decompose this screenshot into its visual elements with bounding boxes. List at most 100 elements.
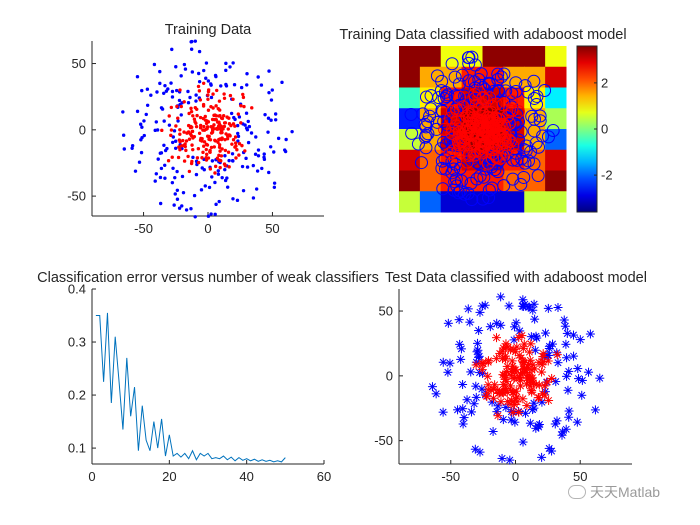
training-point [192, 193, 197, 198]
training-point [174, 88, 179, 93]
training-point [169, 81, 173, 85]
test-point [561, 424, 571, 434]
test-point [465, 317, 475, 327]
test-point [506, 395, 516, 405]
training-point [217, 143, 222, 147]
training-point [193, 120, 197, 124]
training-point [180, 204, 184, 208]
classified-point [502, 103, 516, 117]
classified-point [497, 67, 511, 81]
training-point [175, 188, 180, 192]
classified-point [484, 105, 498, 119]
training-point [229, 111, 234, 116]
test-point [530, 314, 540, 324]
training-point [263, 112, 267, 117]
training-point [255, 169, 260, 173]
classified-point [421, 127, 435, 141]
training-point [217, 153, 221, 158]
training-point [280, 80, 284, 85]
training-point [202, 124, 206, 129]
error-y-tick-label: 0.2 [68, 388, 86, 403]
training-point [267, 90, 271, 95]
training-point [249, 131, 254, 135]
training-point [163, 148, 168, 153]
training-point [166, 87, 170, 91]
test-point [525, 370, 535, 380]
classified-point [434, 84, 448, 98]
training-point [290, 129, 294, 134]
training-point [191, 155, 195, 160]
training-point [197, 49, 202, 54]
test-point [507, 356, 517, 366]
training-point [142, 133, 146, 138]
heatmap-cell [503, 170, 525, 192]
training-point [233, 135, 238, 139]
training-point [172, 203, 176, 207]
training-point [208, 167, 213, 171]
training-point [213, 73, 218, 78]
heatmap-cell [399, 46, 421, 68]
test-point [506, 415, 516, 425]
test-point [471, 392, 481, 402]
test-point [427, 382, 437, 392]
training-point [272, 181, 277, 185]
training-point [189, 207, 193, 211]
classified-point [438, 152, 452, 166]
training-point [177, 145, 181, 149]
heatmap-cell [399, 66, 421, 88]
test-point [488, 427, 498, 437]
training-point [226, 127, 230, 131]
test-point [577, 390, 587, 400]
training-point [230, 142, 234, 146]
classified-point [531, 140, 545, 154]
training-point [173, 192, 177, 196]
training-point [247, 124, 252, 129]
training-point [195, 107, 199, 112]
training-point [226, 150, 231, 154]
training-point [182, 130, 186, 134]
classified-point [487, 143, 501, 157]
training-point [210, 175, 214, 179]
training-point [156, 157, 160, 161]
training-point [179, 144, 184, 148]
training-point [158, 81, 162, 86]
training-point [190, 70, 195, 74]
training-point [194, 99, 198, 103]
classified-point [448, 70, 462, 84]
training-point [204, 61, 209, 65]
classified-point [538, 84, 552, 98]
heatmap-cell [524, 66, 546, 88]
classified-point [518, 156, 532, 170]
training-point [217, 122, 222, 126]
training-point [154, 172, 159, 176]
training-point [204, 147, 208, 152]
training-point [267, 170, 271, 175]
training-point [234, 156, 238, 160]
classified-point [441, 118, 455, 132]
classified-point [501, 142, 515, 156]
training-point [121, 133, 126, 137]
training-point [209, 83, 213, 87]
heatmap-cell [545, 149, 567, 171]
training-point [206, 156, 211, 160]
training-point [256, 148, 261, 152]
training-point [196, 71, 201, 76]
test-point [508, 388, 518, 398]
training-point [159, 151, 164, 155]
training-point [272, 185, 277, 189]
classified-point [507, 117, 521, 131]
test-point [529, 403, 539, 413]
training-point [215, 156, 220, 160]
test-point [505, 455, 515, 465]
training-point [201, 104, 206, 108]
test-point [517, 331, 527, 341]
training-point [229, 123, 233, 128]
training-point [251, 196, 256, 200]
training-point [184, 148, 188, 153]
test-point [548, 339, 558, 349]
test-point [544, 395, 554, 405]
training-point [245, 71, 249, 76]
training-point [245, 128, 250, 132]
training-y-tick-label: 50 [72, 56, 86, 71]
test-point [467, 407, 477, 417]
